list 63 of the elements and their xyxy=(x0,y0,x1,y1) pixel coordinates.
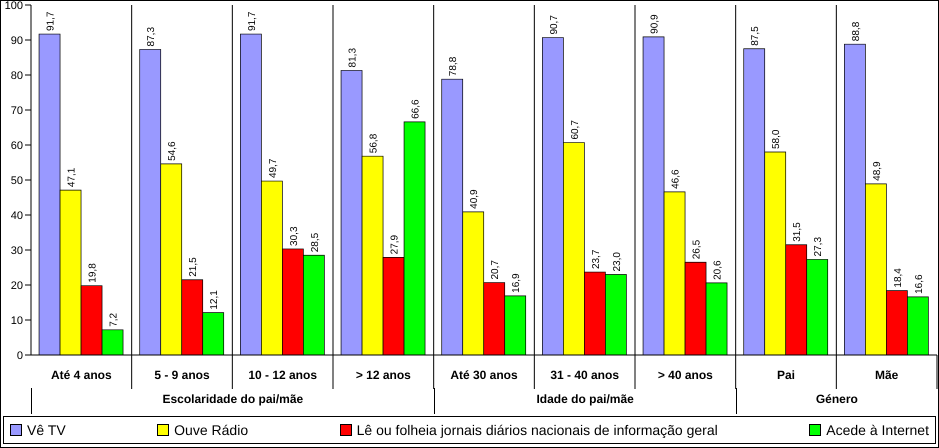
data-label: 78,8 xyxy=(448,56,460,76)
x-tick-label: 5 - 9 anos xyxy=(154,368,210,382)
data-label: 47,1 xyxy=(66,167,78,188)
legend-label: Ouve Rádio xyxy=(173,422,248,438)
data-label: 16,9 xyxy=(511,272,522,293)
data-label: 23,0 xyxy=(612,252,623,272)
data-label: 87,5 xyxy=(750,26,762,46)
data-label: 90,7 xyxy=(548,14,560,35)
data-label: 54,6 xyxy=(167,141,178,161)
data-label: 66,6 xyxy=(410,99,422,119)
y-tick-label: 30 xyxy=(10,244,23,257)
data-label: 27,9 xyxy=(390,234,401,254)
data-label: 91,7 xyxy=(46,11,57,32)
x-tick-label: Até 30 anos xyxy=(450,368,518,382)
text: Escolaridade do pai/mãe xyxy=(31,388,434,414)
data-label: 87,3 xyxy=(146,26,158,46)
data-label: 20,6 xyxy=(712,260,724,280)
data-label: 56,8 xyxy=(368,133,380,154)
y-tick-label: 0 xyxy=(16,350,23,362)
data-label: 48,9 xyxy=(872,160,883,181)
data-label: 30,3 xyxy=(288,226,300,246)
x-tick-label: Até 4 anos xyxy=(50,368,112,382)
x-tick-label: 31 - 40 anos xyxy=(550,368,620,382)
data-label: 23,7 xyxy=(590,249,602,270)
data-label: 46,6 xyxy=(670,169,682,189)
data-label: 81,3 xyxy=(348,48,359,68)
data-label: 19,8 xyxy=(88,262,99,283)
x-tick-label: > 12 anos xyxy=(356,368,412,382)
legend-label: Vê TV xyxy=(26,422,66,438)
y-tick-label: 100 xyxy=(4,0,23,12)
y-tick-label: 90 xyxy=(10,34,23,47)
data-label: 18,4 xyxy=(892,268,904,288)
x-tick-label: Pai xyxy=(776,368,796,382)
data-label: 31,5 xyxy=(792,222,804,242)
data-label: 28,5 xyxy=(310,232,321,252)
y-tick-label: 50 xyxy=(10,174,23,187)
y-tick-label: 10 xyxy=(10,314,23,327)
data-label: 16,6 xyxy=(914,274,925,294)
data-label: 60,7 xyxy=(570,120,581,140)
data-label: 88,8 xyxy=(850,21,862,42)
legend-label: Acede à Internet xyxy=(825,422,929,438)
x-tick-label: Mãe xyxy=(874,368,899,382)
data-label: 12,1 xyxy=(209,290,220,310)
data-label: 58,0 xyxy=(771,129,782,149)
legend-label: Lê ou folheia jornais diários nacionais de informação geral xyxy=(356,422,718,438)
y-tick-label: 20 xyxy=(10,280,23,292)
y-tick-label: 80 xyxy=(10,70,23,82)
y-tick-label: 60 xyxy=(10,140,23,152)
y-tick-label: 70 xyxy=(10,104,23,117)
data-label: 26,5 xyxy=(692,239,703,260)
data-label: 91,7 xyxy=(246,11,258,32)
data-label: 90,9 xyxy=(650,14,661,34)
text: Género xyxy=(736,388,937,414)
x-tick-label: 10 - 12 anos xyxy=(248,368,318,382)
data-label: 20,7 xyxy=(490,260,502,280)
data-label: 7,2 xyxy=(108,312,120,327)
y-tick-label: 40 xyxy=(10,210,23,222)
data-label: 49,7 xyxy=(268,158,279,178)
text: Idade do pai/mãe xyxy=(434,388,736,414)
data-label: 27,3 xyxy=(813,236,824,256)
x-tick-label: > 40 anos xyxy=(658,368,714,382)
data-label: 40,9 xyxy=(469,188,480,209)
data-label: 21,5 xyxy=(188,256,200,277)
